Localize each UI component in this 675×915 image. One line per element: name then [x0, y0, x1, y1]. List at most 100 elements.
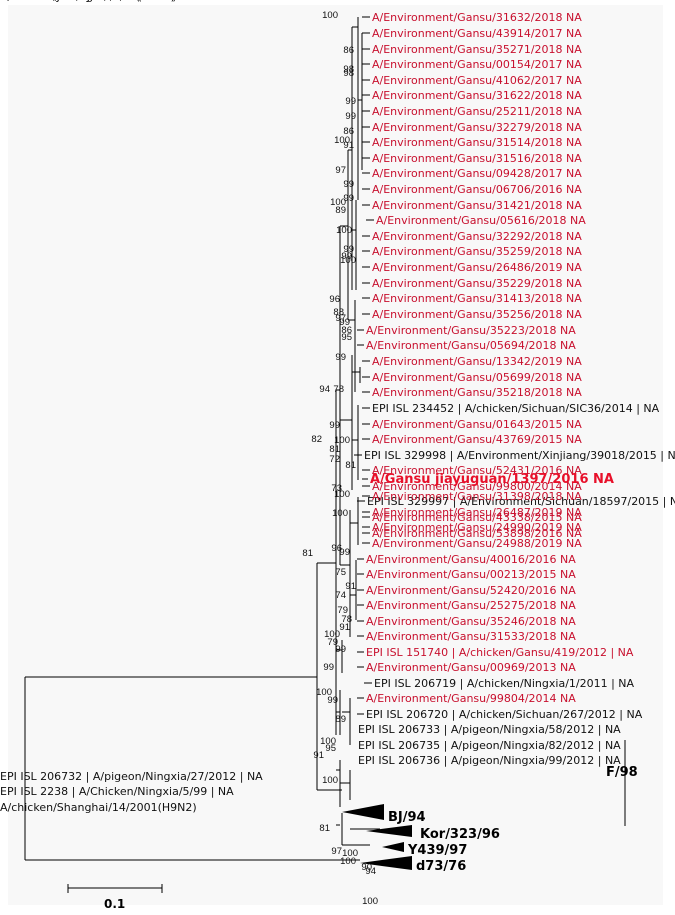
- tip-label: A/chicken/Shanghai/14/2001(H9N2): [0, 801, 197, 814]
- bootstrap-value: 78: [341, 614, 352, 625]
- tip-label: A/Environment/Gansu/52420/2016 NA: [366, 584, 576, 597]
- tip-label: A/Environment/Gansu/35259/2018 NA: [372, 245, 582, 258]
- bootstrap-value: 89: [335, 205, 346, 216]
- tip-label: A/Environment/Gansu/99804/2014 NA: [366, 692, 576, 705]
- bootstrap-value: 86: [343, 45, 354, 56]
- collapsed-clade-triangle: [382, 842, 404, 852]
- bootstrap-value: 74: [335, 590, 346, 601]
- tip-label: A/Environment/Gansu/43914/2017 NA: [372, 27, 582, 40]
- collapsed-clade-label: Y439/97: [407, 843, 467, 858]
- bootstrap-value: 100: [332, 508, 348, 519]
- bootstrap-value: 94: [319, 384, 330, 395]
- tip-label: A/Environment/Gansu/31533/2018 NA: [366, 630, 576, 643]
- bootstrap-value: 100: [322, 10, 338, 21]
- bootstrap-value: 100: [340, 856, 356, 867]
- tip-label: EPI ISL 2238 | A/Chicken/Ningxia/5/99 | …: [0, 785, 234, 798]
- bootstrap-value: 100: [342, 848, 358, 859]
- bootstrap-value: 100: [334, 135, 350, 146]
- tip-label: A/Environment/Gansu/26486/2019 NA: [372, 261, 582, 274]
- bootstrap-value: 97: [331, 846, 342, 857]
- bootstrap-value: 97: [335, 165, 346, 176]
- tip-label: A/Environment/Gansu/00969/2013 NA: [366, 661, 576, 674]
- tip-label: A/Environment/Gansu/32292/2018 NA: [372, 230, 582, 243]
- bootstrap-value: 73: [331, 483, 342, 494]
- tip-label: A/Environment/Gansu/32279/2018 NA: [372, 121, 582, 134]
- bootstrap-value: 100: [330, 197, 346, 208]
- tip-label: A/Environment/Gansu/31514/2018 NA: [372, 136, 582, 149]
- collapsed-clade-triangle: [366, 825, 412, 837]
- tip-label: A/Environment/Gansu/24990/2019 NA: [372, 521, 582, 534]
- collapsed-clade-label: Kor/323/96: [420, 827, 500, 842]
- collapsed-clade-triangles: [342, 804, 412, 870]
- bootstrap-value: 99: [329, 420, 340, 431]
- tip-label: A/Environment/Gansu/35246/2018 NA: [366, 615, 576, 628]
- tip-label: A/Chicken/Shanghai/F/98(H9N2): [0, 0, 177, 3]
- bootstrap-value: 99: [339, 317, 350, 328]
- tip-label: A/Environment/Gansu/35229/2018 NA: [372, 277, 582, 290]
- tip-label: A/Environment/Gansu/06706/2016 NA: [372, 183, 582, 196]
- bootstrap-value: 100: [322, 775, 338, 786]
- bootstrap-value: 100: [334, 435, 350, 446]
- tip-label: A/Environment/Gansu/00213/2015 NA: [366, 568, 576, 581]
- bootstrap-value: 99: [345, 96, 356, 107]
- bootstrap-value: 99: [343, 179, 354, 190]
- bootstrap-value: 91: [313, 750, 324, 761]
- tip-label: EPI ISL 206719 | A/chicken/Ningxia/1/201…: [374, 677, 635, 690]
- tip-label: A/Environment/Gansu/41062/2017 NA: [372, 74, 582, 87]
- bootstrap-value: 81: [302, 548, 313, 559]
- bootstrap-value: 99: [341, 251, 352, 262]
- tip-label: A/Environment/Gansu/43769/2015 NA: [372, 433, 582, 446]
- collapsed-clade-label: BJ/94: [388, 810, 426, 825]
- tip-label: EPI ISL 206736 | A/pigeon/Ningxia/99/201…: [358, 754, 621, 767]
- collapsed-clade-label: d73/76: [416, 859, 466, 874]
- tip-label: A/Environment/Gansu/31421/2018 NA: [372, 199, 582, 212]
- bootstrap-value: 89: [335, 714, 346, 725]
- bootstrap-value: 91: [345, 581, 356, 592]
- bootstrap-value: 99: [335, 644, 346, 655]
- tip-label: A/Environment/Gansu/13342/2019 NA: [372, 355, 582, 368]
- tip-label: EPI ISL 329997 | A/Environment/Sichuan/1…: [367, 495, 675, 508]
- bootstrap-value: 100: [340, 255, 356, 266]
- tip-label: A/Environment/Gansu/25211/2018 NA: [372, 105, 582, 118]
- tip-label: A/Environment/Gansu/00154/2017 NA: [372, 58, 582, 71]
- bootstrap-value: 79: [337, 605, 348, 616]
- bootstrap-value: 86: [343, 126, 354, 137]
- tip-label: A/Environment/Gansu/40016/2016 NA: [366, 553, 576, 566]
- collapsed-clade-triangle: [342, 804, 384, 820]
- tip-label: A/Environment/Gansu/05694/2018 NA: [366, 339, 576, 352]
- scale-bar-label: 0.1: [104, 897, 125, 911]
- tip-label: A/Environment/Gansu/35256/2018 NA: [372, 308, 582, 321]
- tip-label: A/Environment/Gansu/25275/2018 NA: [366, 599, 576, 612]
- tip-label: A/Environment/Gansu/35218/2018 NA: [372, 386, 582, 399]
- bootstrap-value: 99: [339, 547, 350, 558]
- tip-label: A/Gansu jiayuguan/1397/2016 NA: [370, 472, 614, 487]
- bootstrap-value: 90: [361, 862, 372, 873]
- bootstrap-value: 96: [331, 543, 342, 554]
- f98-bracket-label: F/98: [606, 765, 638, 780]
- tip-label: A/Environment/Gansu/31516/2018 NA: [372, 152, 582, 165]
- tip-label: A/Environment/Gansu/31632/2018 NA: [372, 11, 582, 24]
- bootstrap-value: 94: [365, 866, 376, 877]
- tip-label: A/chicken/Jilin/SJ16/2012(H9N2): [0, 0, 175, 3]
- f98-bracket: F/98: [606, 740, 638, 826]
- bootstrap-value: 95: [341, 332, 352, 343]
- tip-label: EPI ISL 206720 | A/chicken/Sichuan/267/2…: [366, 708, 643, 721]
- tip-label: A/Environment/Gansu/31413/2018 NA: [372, 292, 582, 305]
- tip-label: A/Environment/Gansu/09428/2017 NA: [372, 167, 582, 180]
- bootstrap-value: 97: [335, 313, 346, 324]
- bootstrap-value: 99: [343, 193, 354, 204]
- bootstrap-value: 98: [343, 64, 354, 75]
- collapsed-clade-triangle: [360, 856, 412, 870]
- bootstrap-value: 99: [335, 352, 346, 363]
- bootstrap-value: 75: [335, 567, 346, 578]
- bootstrap-value: 81: [329, 444, 340, 455]
- bootstrap-value: 72: [329, 454, 340, 465]
- tip-label: A/Environment/Gansu/99800/2014 NA: [372, 480, 582, 493]
- bootstrap-values: 1008698989999861009197999910089100999910…: [302, 10, 378, 907]
- bootstrap-value: 91: [343, 140, 354, 151]
- tip-label: EPI ISL 234452 | A/chicken/Sichuan/SIC36…: [372, 402, 660, 415]
- tip-label: A/Environment/Gansu/01643/2015 NA: [372, 418, 582, 431]
- tip-label: EPI ISL 206733 | A/pigeon/Ningxia/58/201…: [358, 723, 621, 736]
